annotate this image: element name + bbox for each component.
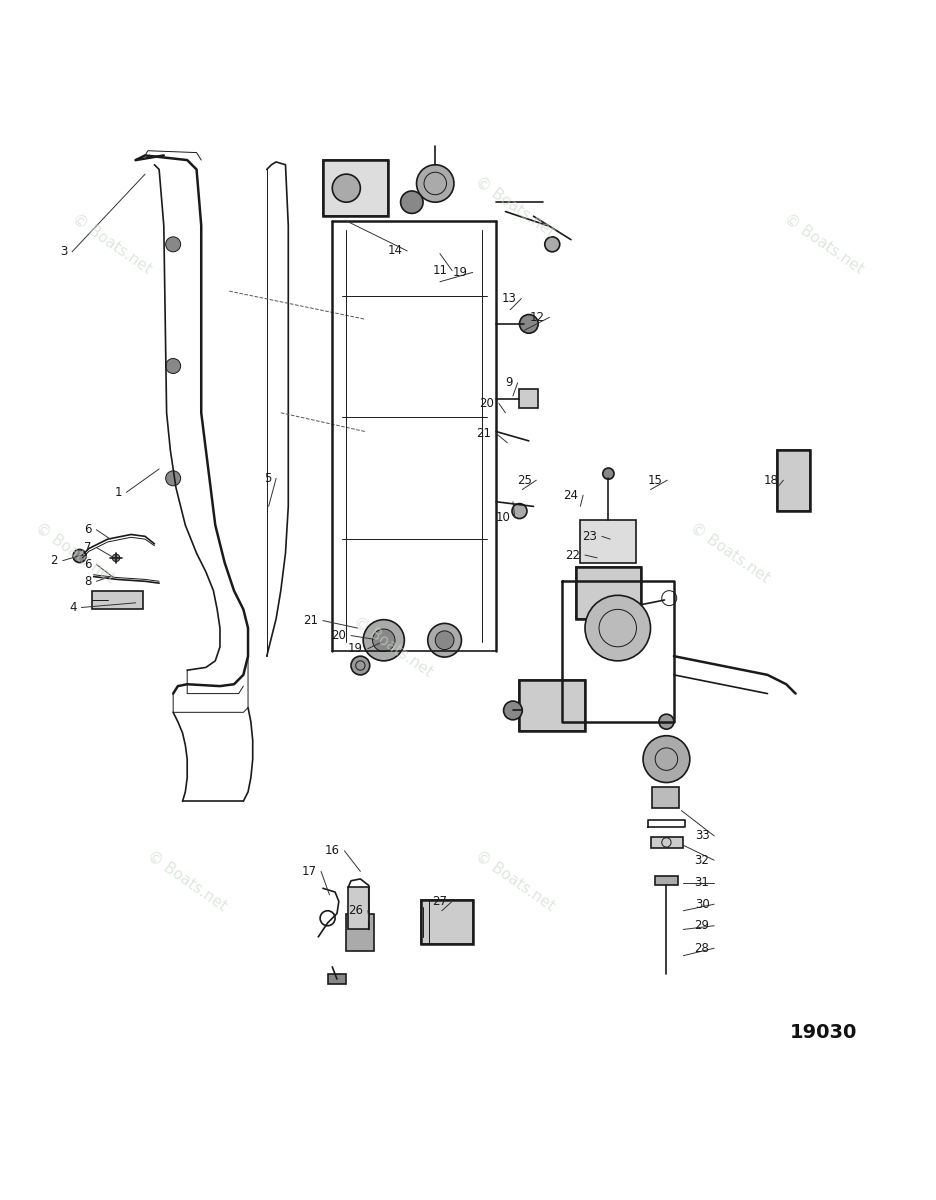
Circle shape	[545, 236, 560, 252]
Text: 5: 5	[264, 472, 271, 485]
Text: © Boats.net: © Boats.net	[473, 848, 557, 913]
Text: 3: 3	[60, 245, 67, 258]
Text: 33: 33	[695, 829, 709, 842]
Bar	[328, 974, 346, 984]
Text: 18: 18	[764, 474, 779, 487]
Circle shape	[166, 236, 181, 252]
Circle shape	[351, 656, 370, 674]
Bar	[323, 160, 388, 216]
Text: 21: 21	[476, 427, 491, 440]
Text: 24: 24	[563, 488, 578, 502]
Text: © Boats.net: © Boats.net	[351, 614, 435, 679]
Text: 6: 6	[84, 523, 92, 536]
Text: 17: 17	[301, 865, 316, 878]
Bar	[652, 787, 679, 808]
Circle shape	[504, 701, 522, 720]
Text: 32: 32	[695, 853, 709, 866]
Text: 4: 4	[69, 601, 77, 614]
Text: 20: 20	[331, 629, 346, 642]
Text: 27: 27	[432, 895, 447, 908]
Text: 28: 28	[695, 942, 709, 955]
Circle shape	[643, 736, 690, 782]
Text: 19: 19	[453, 266, 468, 278]
Circle shape	[435, 631, 454, 649]
Text: © Boats.net: © Boats.net	[70, 211, 154, 277]
Text: 6: 6	[84, 558, 92, 571]
Bar	[519, 679, 585, 731]
Circle shape	[373, 629, 395, 652]
Circle shape	[512, 504, 527, 518]
Text: 20: 20	[479, 397, 494, 410]
Bar	[519, 679, 585, 731]
Circle shape	[363, 619, 404, 661]
Bar	[323, 160, 388, 216]
Circle shape	[417, 164, 454, 202]
Text: 9: 9	[505, 377, 513, 389]
Bar	[519, 389, 538, 408]
Text: 26: 26	[348, 905, 363, 917]
Text: 19030: 19030	[790, 1022, 857, 1042]
Text: 31: 31	[695, 876, 709, 889]
Text: 8: 8	[84, 575, 92, 588]
Text: © Boats.net: © Boats.net	[145, 848, 229, 913]
Circle shape	[401, 191, 423, 214]
Text: 30: 30	[695, 898, 709, 911]
Text: 25: 25	[517, 474, 532, 487]
Bar	[651, 836, 683, 848]
Text: © Boats.net: © Boats.net	[473, 174, 557, 240]
Circle shape	[428, 624, 461, 658]
Text: 1: 1	[114, 486, 122, 499]
Text: © Boats.net: © Boats.net	[782, 211, 866, 277]
Bar	[777, 450, 810, 511]
Text: 29: 29	[695, 919, 709, 932]
Text: 10: 10	[495, 511, 510, 524]
Text: © Boats.net: © Boats.net	[33, 521, 117, 586]
Bar	[421, 900, 473, 944]
Circle shape	[659, 714, 674, 730]
Circle shape	[585, 595, 651, 661]
Bar	[92, 590, 143, 610]
Bar	[576, 568, 641, 619]
Text: 16: 16	[325, 845, 340, 857]
Text: 15: 15	[648, 474, 663, 487]
Text: 21: 21	[303, 614, 318, 628]
Text: 23: 23	[582, 530, 597, 542]
Bar	[346, 913, 374, 950]
Bar	[421, 900, 473, 944]
Circle shape	[73, 550, 86, 563]
Text: 2: 2	[51, 554, 58, 568]
Circle shape	[603, 468, 614, 479]
Bar	[576, 568, 641, 619]
Text: 11: 11	[432, 264, 447, 277]
Bar	[777, 450, 810, 511]
Bar	[655, 876, 678, 886]
Circle shape	[166, 470, 181, 486]
Text: 12: 12	[530, 311, 545, 324]
Text: 7: 7	[84, 541, 92, 554]
Text: 22: 22	[565, 548, 580, 562]
Bar	[580, 521, 636, 563]
Circle shape	[112, 554, 120, 562]
Circle shape	[519, 314, 538, 334]
Circle shape	[332, 174, 360, 202]
Text: © Boats.net: © Boats.net	[688, 521, 772, 586]
Bar	[348, 887, 369, 930]
Text: 13: 13	[502, 292, 517, 305]
Text: 19: 19	[348, 642, 363, 655]
Circle shape	[166, 359, 181, 373]
Text: 14: 14	[388, 245, 402, 257]
